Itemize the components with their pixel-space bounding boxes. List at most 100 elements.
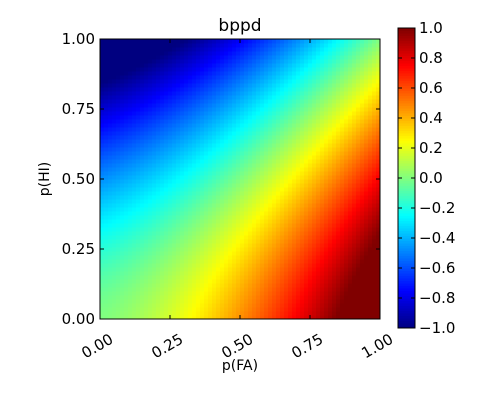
heatmap-cell [164, 175, 169, 180]
heatmap-cell [276, 239, 281, 244]
heatmap-cell [212, 255, 217, 260]
heatmap-cell [348, 315, 353, 320]
heatmap-cell [376, 235, 381, 240]
heatmap-cell [324, 171, 329, 176]
heatmap-cell [196, 307, 201, 312]
heatmap-cell [284, 263, 289, 268]
heatmap-cell [260, 275, 265, 280]
heatmap-cell [328, 39, 333, 44]
heatmap-cell [256, 59, 261, 64]
heatmap-cell [292, 267, 297, 272]
heatmap-cell [300, 131, 305, 136]
heatmap-cell [280, 283, 285, 288]
heatmap-cell [220, 283, 225, 288]
heatmap-cell [280, 155, 285, 160]
heatmap-cell [228, 107, 233, 112]
heatmap-cell [116, 211, 121, 216]
heatmap-cell [132, 195, 137, 200]
heatmap-cell [260, 111, 265, 116]
heatmap-cell [296, 95, 301, 100]
heatmap-cell [112, 151, 117, 156]
heatmap-cell [252, 287, 257, 292]
heatmap-cell [232, 167, 237, 172]
heatmap-cell [148, 203, 153, 208]
heatmap-cell [188, 207, 193, 212]
heatmap-cell [172, 147, 177, 152]
heatmap-cell [228, 231, 233, 236]
heatmap-cell [300, 39, 305, 44]
heatmap-cell [368, 135, 373, 140]
heatmap-cell [284, 107, 289, 112]
heatmap-cell [180, 295, 185, 300]
heatmap-cell [368, 79, 373, 84]
heatmap-cell [320, 87, 325, 92]
heatmap-cell [212, 315, 217, 320]
heatmap-cell [244, 275, 249, 280]
colorbar-segment [398, 283, 415, 286]
heatmap-cell [216, 139, 221, 144]
heatmap-cell [136, 183, 141, 188]
heatmap-cell [156, 231, 161, 236]
heatmap-cell [156, 119, 161, 124]
heatmap-cell [280, 227, 285, 232]
heatmap-cell [344, 251, 349, 256]
heatmap-cell [308, 139, 313, 144]
heatmap-cell [192, 179, 197, 184]
heatmap-cell [296, 127, 301, 132]
colorbar-segment [398, 310, 415, 314]
heatmap-cell [232, 79, 237, 84]
heatmap-cell [180, 47, 185, 52]
heatmap-cell [124, 135, 129, 140]
heatmap-cell [276, 207, 281, 212]
heatmap-cell [248, 155, 253, 160]
heatmap-cell [108, 259, 113, 264]
heatmap-cell [304, 243, 309, 248]
heatmap-cell [260, 239, 265, 244]
heatmap-cell [340, 63, 345, 68]
heatmap-cell [212, 211, 217, 216]
heatmap-cell [232, 143, 237, 148]
heatmap-cell [360, 315, 365, 320]
heatmap-cell [292, 159, 297, 164]
heatmap-cell [256, 223, 261, 228]
heatmap-cell [188, 219, 193, 224]
heatmap-cell [196, 139, 201, 144]
heatmap-cell [228, 87, 233, 92]
heatmap-cell [320, 71, 325, 76]
heatmap-cell [224, 227, 229, 232]
heatmap-cell [324, 135, 329, 140]
heatmap-cell [104, 159, 109, 164]
heatmap-cell [140, 43, 145, 48]
heatmap-cell [216, 279, 221, 284]
heatmap-cell [312, 107, 317, 112]
heatmap-cell [168, 267, 173, 272]
heatmap-cell [364, 175, 369, 180]
heatmap-cell [192, 151, 197, 156]
heatmap-cell [204, 167, 209, 172]
heatmap-cell [296, 303, 301, 308]
heatmap-cell [216, 87, 221, 92]
heatmap-cell [348, 87, 353, 92]
heatmap-cell [140, 283, 145, 288]
heatmap-cell [160, 175, 165, 180]
heatmap-cell [344, 147, 349, 152]
heatmap-cell [228, 299, 233, 304]
heatmap-cell [160, 71, 165, 76]
heatmap-cell [144, 171, 149, 176]
heatmap-cell [244, 247, 249, 252]
heatmap-cell [240, 315, 245, 320]
heatmap-cell [132, 99, 137, 104]
heatmap-cell [160, 195, 165, 200]
heatmap-cell [288, 151, 293, 156]
heatmap-cell [172, 155, 177, 160]
heatmap-cell [120, 215, 125, 220]
heatmap-cell [296, 63, 301, 68]
colorbar-segment [398, 198, 415, 201]
heatmap-cell [352, 143, 357, 148]
heatmap-cell [160, 91, 165, 96]
heatmap-cell [296, 111, 301, 116]
heatmap-cell [140, 195, 145, 200]
heatmap-cell [212, 251, 217, 256]
heatmap-cell [108, 107, 113, 112]
heatmap-cell [120, 271, 125, 276]
